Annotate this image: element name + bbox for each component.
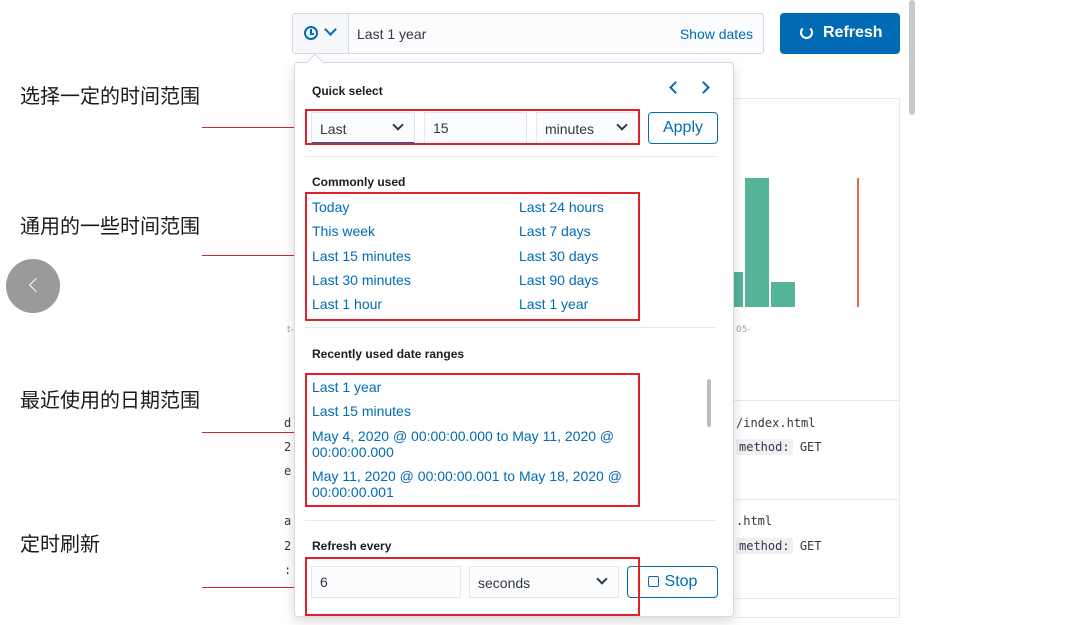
commonly-used-link[interactable]: Last 24 hours: [519, 199, 604, 215]
commonly-used-link[interactable]: This week: [312, 223, 376, 239]
refresh-icon: [800, 26, 813, 39]
histogram-bar: [745, 178, 769, 307]
quick-unit-select[interactable]: minutes: [536, 112, 639, 144]
annotation-arrow: [202, 432, 306, 433]
edge-text: 2: [284, 440, 292, 454]
annotation-arrow: [202, 127, 306, 128]
annotation-arrow: [202, 255, 306, 256]
back-button[interactable]: [6, 259, 60, 313]
annotation-refresh: 定时刷新: [20, 532, 100, 556]
apply-button[interactable]: Apply: [648, 112, 718, 144]
annotation-commonly-used: 通用的一些时间范围: [20, 214, 200, 238]
quick-direction-value: Last: [320, 121, 347, 137]
stop-button-label: Stop: [664, 573, 698, 590]
method-key: method:: [736, 439, 793, 455]
recent-list-scrollbar[interactable]: [707, 379, 711, 427]
commonly-used-link[interactable]: Last 30 minutes: [312, 272, 411, 288]
commonly-used-link[interactable]: Last 1 year: [519, 296, 589, 312]
popover-arrow: [306, 53, 324, 71]
edge-text: e: [284, 464, 292, 478]
chevron-right-icon[interactable]: [697, 81, 710, 94]
section-divider: [305, 520, 717, 521]
quick-unit-value: minutes: [545, 121, 595, 137]
selected-range-text[interactable]: Last 1 year: [357, 26, 427, 42]
method-value: GET: [799, 440, 822, 454]
edge-text: a: [284, 514, 292, 528]
annotation-quick-select: 选择一定的时间范围: [20, 84, 200, 108]
commonly-used-title: Commonly used: [312, 175, 406, 189]
clock-icon: [304, 26, 318, 40]
edge-text: 2: [284, 539, 292, 553]
row-method: method: GET: [736, 538, 822, 554]
page-scrollbar[interactable]: [909, 0, 915, 115]
commonly-used-link[interactable]: Last 30 days: [519, 248, 599, 264]
quick-direction-select[interactable]: Last: [311, 112, 415, 144]
chevron-down-icon: [392, 119, 404, 131]
row-divider: [734, 598, 900, 599]
axis-tick-label: 05-: [736, 325, 751, 335]
stop-icon: [647, 576, 659, 587]
method-key: method:: [736, 538, 793, 554]
chevron-down-icon: [596, 573, 608, 585]
stop-button[interactable]: Stop: [627, 566, 718, 598]
histogram-bar: [771, 282, 795, 307]
row-method: method: GET: [736, 439, 822, 455]
commonly-used-link[interactable]: Last 7 days: [519, 223, 591, 239]
quick-select-title: Quick select: [312, 84, 383, 98]
section-divider: [305, 156, 717, 157]
refresh-button[interactable]: Refresh: [780, 13, 900, 54]
row-divider: [734, 499, 900, 500]
row-path: /index.html: [736, 416, 816, 430]
chevron-left-icon: [28, 277, 44, 293]
commonly-used-link[interactable]: Last 90 days: [519, 272, 599, 288]
commonly-used-link[interactable]: Last 15 minutes: [312, 248, 411, 264]
recently-used-title: Recently used date ranges: [312, 347, 465, 361]
method-value: GET: [799, 539, 822, 553]
chevron-left-icon[interactable]: [669, 81, 682, 94]
date-picker-bar: Last 1 year Show dates: [292, 13, 764, 54]
refresh-button-label: Refresh: [823, 24, 883, 41]
commonly-used-link[interactable]: Last 1 hour: [312, 296, 383, 312]
commonly-used-link[interactable]: Today: [312, 199, 350, 215]
current-time-marker: [857, 178, 859, 307]
row-path: .html: [736, 514, 773, 528]
recent-range-link[interactable]: May 11, 2020 @ 00:00:00.001 to May 18, 2…: [312, 468, 622, 500]
axis-tick-label: t-: [287, 325, 294, 335]
edge-text: :: [284, 563, 292, 577]
section-divider: [305, 327, 717, 328]
refresh-every-title: Refresh every: [312, 539, 392, 553]
chevron-down-icon: [616, 119, 628, 131]
recent-range-link[interactable]: Last 1 year: [312, 379, 382, 395]
chevron-down-icon: [324, 23, 337, 36]
recent-range-link[interactable]: May 4, 2020 @ 00:00:00.000 to May 11, 20…: [312, 428, 615, 460]
annotation-arrow: [202, 587, 306, 588]
row-divider: [734, 400, 900, 401]
edge-text: d: [284, 416, 292, 430]
show-dates-link[interactable]: Show dates: [679, 26, 753, 42]
histogram-bar: [734, 272, 743, 307]
quick-select-button[interactable]: [293, 14, 349, 53]
annotation-recently-used: 最近使用的日期范围: [20, 388, 200, 412]
quick-amount-input[interactable]: 15: [424, 112, 527, 144]
refresh-unit-value: seconds: [478, 575, 531, 591]
refresh-unit-select[interactable]: seconds: [469, 566, 619, 598]
refresh-interval-input[interactable]: 6: [311, 566, 461, 598]
quick-select-popover: Quick select Last 15 minutes Apply Commo…: [294, 53, 734, 617]
recent-range-link[interactable]: Last 15 minutes: [312, 403, 411, 419]
